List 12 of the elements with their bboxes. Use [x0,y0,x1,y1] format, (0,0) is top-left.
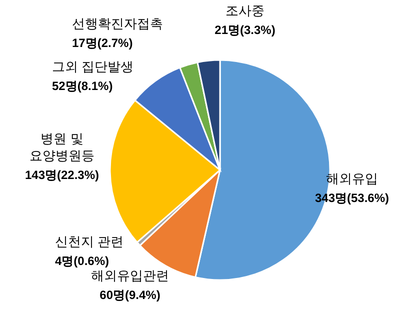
slice-label: 조사중 [226,3,264,18]
slice-label: 신천지 관련 [55,234,124,249]
data-label: 143명(22.3%) [24,168,100,182]
slice-label: 병원 및 요양병원등 [30,131,94,163]
slice-label: 해외유입관련 [91,268,169,283]
slice-label: 선행확진자접촉 [72,16,163,31]
data-label: 21명(3.3%) [214,23,276,37]
data-label: 4명(0.6%) [55,254,110,268]
data-label: 17명(2.7%) [72,36,133,50]
data-label: 52명(8.1%) [52,79,113,93]
data-label: 60명(9.4%) [100,288,160,302]
slice-label: 그외 집단발생 [52,59,134,74]
